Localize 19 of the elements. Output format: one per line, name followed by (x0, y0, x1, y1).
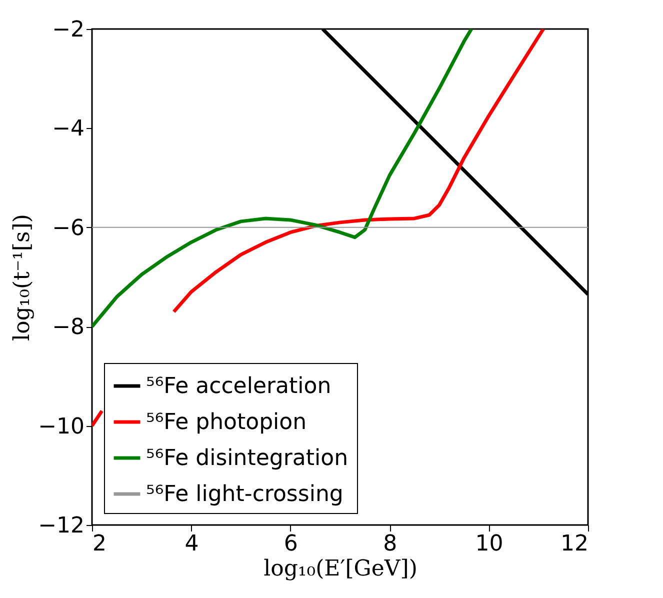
x-tick-label: 12 (560, 532, 588, 556)
line-series (92, 29, 474, 328)
y-tick-label: −8 (52, 315, 84, 340)
x-tick-label: 4 (184, 532, 199, 556)
y-tick-label: −4 (52, 116, 84, 142)
y-tick-label: −12 (38, 514, 84, 538)
x-axis-title: log₁₀(E′[GeV]) (264, 556, 418, 582)
y-tick-label: −10 (38, 414, 84, 440)
legend-label: ⁵⁶Fe photopion (146, 410, 307, 435)
x-tick-label: 10 (475, 532, 504, 556)
x-tick-label: 8 (383, 532, 398, 556)
y-tick-label: −2 (52, 18, 84, 42)
y-axis-title: log₁₀(t⁻¹[s]) (10, 214, 36, 341)
y-tick-label: −6 (52, 216, 84, 241)
x-tick-label: 2 (92, 532, 106, 556)
legend-label: ⁵⁶Fe disintegration (146, 446, 348, 471)
legend-label: ⁵⁶Fe acceleration (146, 374, 332, 399)
legend-label: ⁵⁶Fe light-crossing (146, 482, 344, 507)
x-tick-label: 6 (284, 532, 298, 556)
